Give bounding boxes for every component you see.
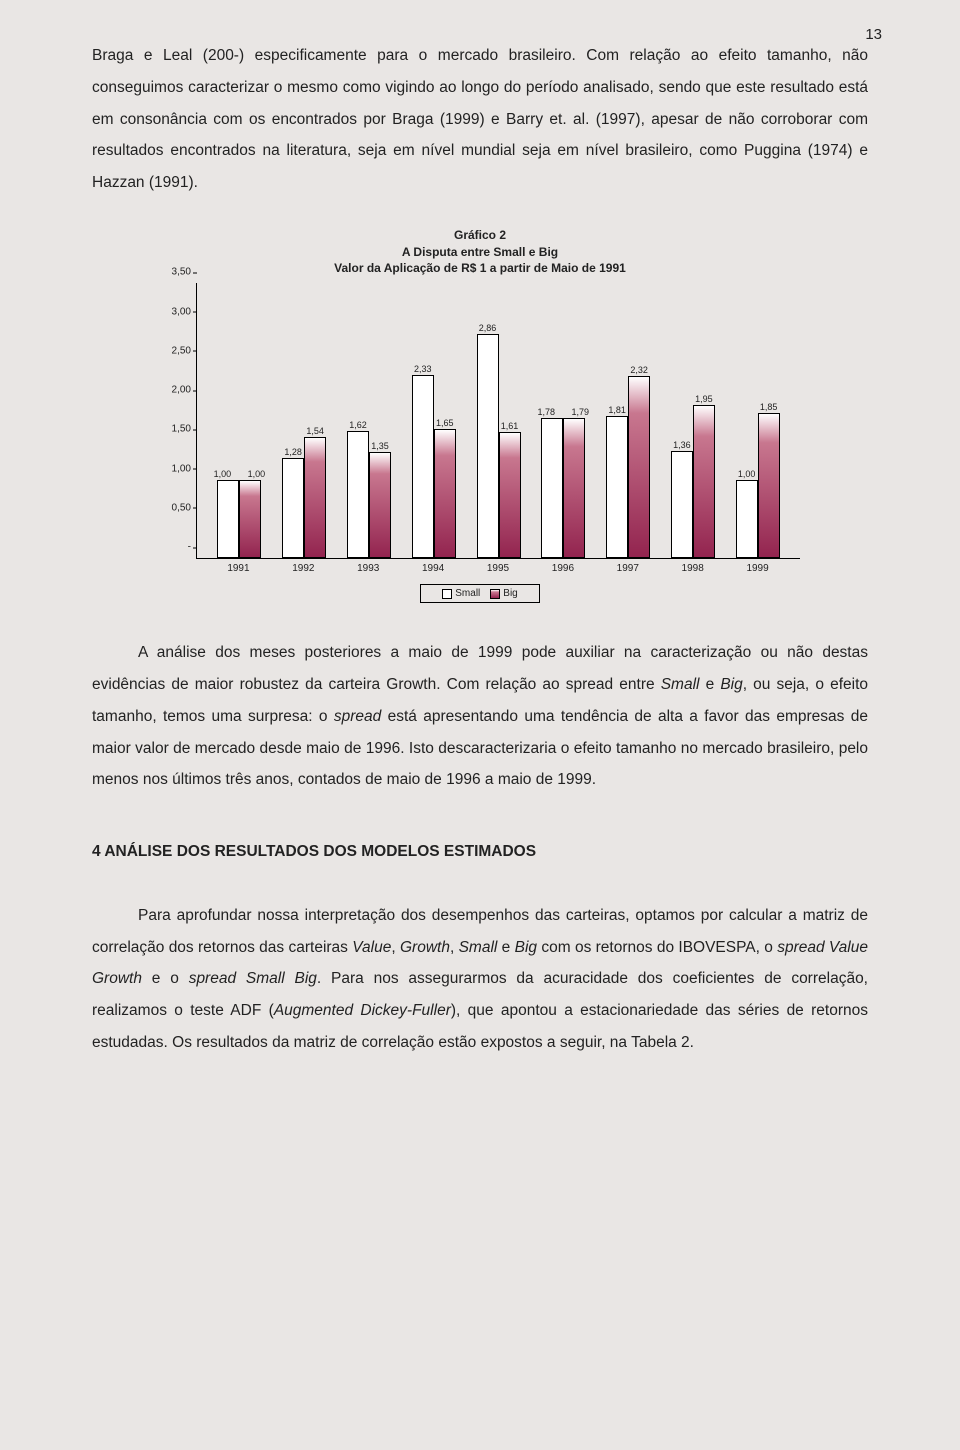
italic-adf: Augmented Dickey-Fuller <box>274 1002 451 1019</box>
chart-x-label: 1994 <box>401 563 466 574</box>
italic-value: Value <box>352 939 391 956</box>
italic-big: Big <box>515 939 537 956</box>
chart-x-label: 1995 <box>466 563 531 574</box>
bar-value-label: 1,65 <box>436 418 454 428</box>
chart-title-line-3: Valor da Aplicação de R$ 1 a partir de M… <box>160 260 800 277</box>
bar-big: 1,54 <box>304 437 326 558</box>
bar-value-label: 1,00 <box>738 469 756 479</box>
chart-ytick: 1,50 <box>161 424 191 435</box>
bar-big: 1,35 <box>369 452 391 558</box>
chart-x-axis: 199119921993199419951996199719981999 <box>196 559 800 574</box>
bar-big: 1,95 <box>693 405 715 558</box>
bar-big: 1,00 <box>239 480 261 559</box>
text-run: e o <box>142 970 189 987</box>
chart-plot-area: 1,001,001,281,541,621,352,331,652,861,61… <box>197 283 800 558</box>
text-run: , <box>450 939 459 956</box>
chart-year-group: 1,281,54 <box>272 437 337 558</box>
bar-value-label: 1,28 <box>284 447 302 457</box>
chart-legend: Small Big <box>420 584 540 603</box>
legend-swatch-big <box>490 589 500 599</box>
text-run: , <box>391 939 400 956</box>
chart-year-group: 1,361,95 <box>660 405 725 558</box>
legend-item-small: Small <box>442 588 480 599</box>
bar-value-label: 1,54 <box>306 426 324 436</box>
chart-year-group: 1,001,00 <box>207 480 272 559</box>
chart-ytick: 1,00 <box>161 463 191 474</box>
bar-value-label: 1,95 <box>695 394 713 404</box>
bar-small: 1,28 <box>282 458 304 559</box>
bar-big: 1,65 <box>434 429 456 559</box>
chart-ytick: 0,50 <box>161 502 191 513</box>
chart-ytick: 2,50 <box>161 345 191 356</box>
bar-value-label: 1,00 <box>248 469 266 479</box>
bar-big: 1,85 <box>758 413 780 558</box>
italic-spread-sb: spread Small Big <box>189 970 317 987</box>
chart-x-label: 1993 <box>336 563 401 574</box>
chart-x-label: 1997 <box>595 563 660 574</box>
chart-year-group: 1,781,79 <box>531 418 596 559</box>
bar-small: 2,33 <box>412 375 434 558</box>
chart-year-group: 2,861,61 <box>466 334 531 559</box>
bar-small: 1,62 <box>347 431 369 558</box>
legend-swatch-small <box>442 589 452 599</box>
chart-year-group: 1,001,85 <box>725 413 790 558</box>
bar-value-label: 1,62 <box>349 420 367 430</box>
bar-value-label: 1,85 <box>760 402 778 412</box>
section-heading: 4 ANÁLISE DOS RESULTADOS DOS MODELOS EST… <box>92 836 868 868</box>
text-run: com os retornos do IBOVESPA, o <box>537 939 777 956</box>
paragraph-3: Para aprofundar nossa interpretação dos … <box>92 900 868 1059</box>
bar-value-label: 1,00 <box>214 469 232 479</box>
chart-x-label: 1991 <box>206 563 271 574</box>
paragraph-1: Braga e Leal (200-) especificamente para… <box>92 40 868 199</box>
chart-ytick: 3,50 <box>161 267 191 278</box>
italic-small: Small <box>459 939 498 956</box>
bar-value-label: 1,78 <box>538 407 556 417</box>
bar-chart: 1,001,001,281,541,621,352,331,652,861,61… <box>196 283 800 559</box>
bar-value-label: 1,79 <box>572 407 590 417</box>
bar-value-label: 1,36 <box>673 440 691 450</box>
chart-title-line-2: A Disputa entre Small e Big <box>160 244 800 261</box>
bar-value-label: 1,81 <box>608 405 626 415</box>
bar-value-label: 1,35 <box>371 441 389 451</box>
page-number: 13 <box>865 26 882 43</box>
chart-x-label: 1992 <box>271 563 336 574</box>
text-run: e <box>497 939 514 956</box>
bar-big: 1,61 <box>499 432 521 559</box>
chart-title: Gráfico 2 A Disputa entre Small e Big Va… <box>160 227 800 277</box>
bar-small: 2,86 <box>477 334 499 559</box>
bar-small: 1,00 <box>217 480 239 559</box>
bar-small: 1,36 <box>671 451 693 558</box>
bar-small: 1,81 <box>606 416 628 558</box>
bar-small: 1,00 <box>736 480 758 559</box>
bar-value-label: 1,61 <box>501 421 519 431</box>
paragraph-2: A análise dos meses posteriores a maio d… <box>92 637 868 796</box>
chart-ytick: 2,00 <box>161 385 191 396</box>
chart-title-line-1: Gráfico 2 <box>160 227 800 244</box>
bar-value-label: 2,86 <box>479 323 497 333</box>
chart-x-label: 1999 <box>725 563 790 574</box>
bar-big: 1,79 <box>563 418 585 559</box>
chart-year-group: 1,621,35 <box>337 431 402 558</box>
document-page: 13 Braga e Leal (200-) especificamente p… <box>0 0 960 1450</box>
chart-x-label: 1996 <box>530 563 595 574</box>
bar-value-label: 2,33 <box>414 364 432 374</box>
chart-container: Gráfico 2 A Disputa entre Small e Big Va… <box>160 227 800 603</box>
chart-ytick: - <box>161 542 191 553</box>
chart-ytick: 3,00 <box>161 306 191 317</box>
italic-growth: Growth <box>400 939 450 956</box>
bar-value-label: 2,32 <box>630 365 648 375</box>
legend-item-big: Big <box>490 588 517 599</box>
italic-big: Big <box>720 676 742 693</box>
italic-spread: spread <box>334 708 381 725</box>
text-run: e <box>699 676 720 693</box>
chart-x-label: 1998 <box>660 563 725 574</box>
bar-big: 2,32 <box>628 376 650 558</box>
italic-small: Small <box>661 676 700 693</box>
chart-year-group: 1,812,32 <box>596 376 661 558</box>
legend-label-big: Big <box>503 588 517 599</box>
bar-small: 1,78 <box>541 418 563 558</box>
legend-label-small: Small <box>455 588 480 599</box>
chart-year-group: 2,331,65 <box>401 375 466 558</box>
